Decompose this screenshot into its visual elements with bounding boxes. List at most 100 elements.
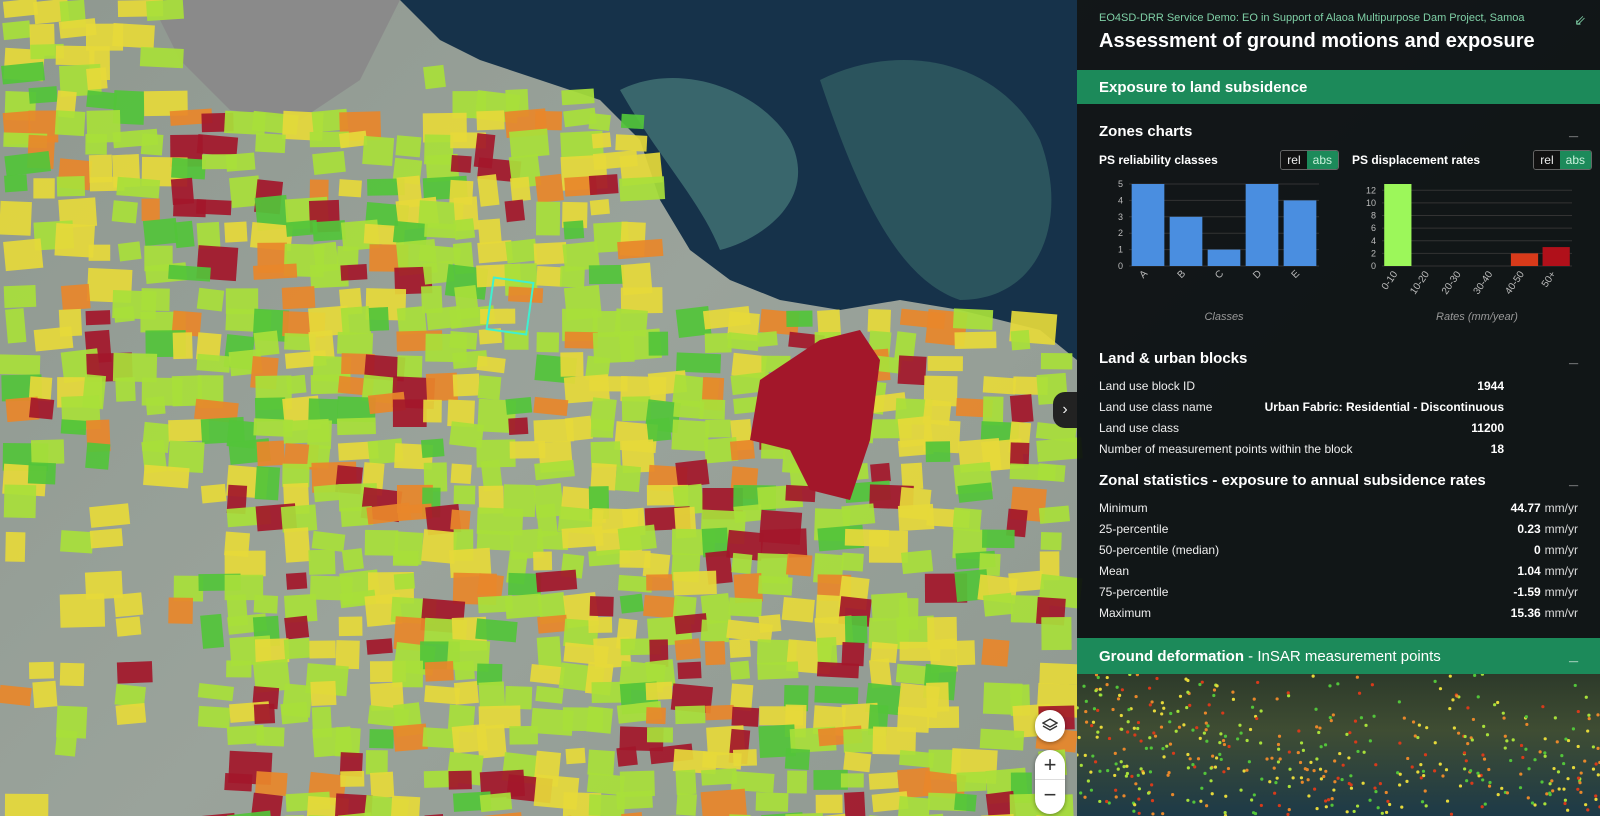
- land-use-block[interactable]: [589, 376, 628, 392]
- land-use-block[interactable]: [816, 661, 860, 679]
- land-use-block[interactable]: [173, 575, 204, 602]
- land-use-block[interactable]: [453, 485, 476, 505]
- land-use-block[interactable]: [564, 175, 598, 197]
- land-use-block[interactable]: [2, 0, 39, 18]
- land-use-block[interactable]: [425, 372, 458, 402]
- land-use-block[interactable]: [422, 260, 455, 285]
- land-use-block[interactable]: [478, 485, 504, 514]
- land-use-block[interactable]: [535, 110, 563, 131]
- land-use-block[interactable]: [616, 790, 653, 810]
- land-use-block[interactable]: [480, 459, 503, 492]
- land-use-block[interactable]: [0, 684, 32, 707]
- land-use-block[interactable]: [2, 20, 32, 41]
- land-use-block[interactable]: [309, 263, 349, 289]
- land-use-block[interactable]: [867, 308, 892, 333]
- land-use-block[interactable]: [336, 417, 376, 436]
- land-use-block[interactable]: [985, 790, 1017, 816]
- land-use-block[interactable]: [334, 727, 361, 758]
- land-use-block[interactable]: [60, 419, 87, 435]
- land-use-block[interactable]: [283, 527, 311, 563]
- land-use-block[interactable]: [785, 553, 813, 577]
- land-use-block[interactable]: [196, 134, 239, 157]
- land-use-block[interactable]: [620, 113, 645, 130]
- land-use-block[interactable]: [284, 615, 310, 640]
- land-use-block[interactable]: [816, 637, 838, 667]
- land-use-block[interactable]: [54, 222, 96, 258]
- land-use-block[interactable]: [868, 658, 892, 689]
- land-use-block[interactable]: [729, 683, 754, 712]
- land-use-block[interactable]: [113, 592, 144, 618]
- land-use-block[interactable]: [586, 706, 614, 734]
- land-use-block[interactable]: [256, 726, 285, 747]
- land-use-block[interactable]: [537, 614, 568, 634]
- land-use-block[interactable]: [562, 241, 600, 272]
- land-use-block[interactable]: [952, 528, 988, 560]
- land-use-block[interactable]: [536, 265, 563, 287]
- land-use-block[interactable]: [143, 464, 190, 489]
- land-use-block[interactable]: [168, 597, 194, 624]
- land-use-block[interactable]: [421, 529, 458, 564]
- land-use-block[interactable]: [285, 572, 308, 590]
- land-use-block[interactable]: [674, 613, 708, 635]
- land-use-block[interactable]: [616, 746, 638, 767]
- land-use-block[interactable]: [200, 483, 227, 504]
- land-use-block[interactable]: [84, 570, 123, 600]
- land-use-block[interactable]: [1040, 352, 1073, 370]
- land-use-block[interactable]: [143, 90, 188, 117]
- land-use-block[interactable]: [334, 793, 373, 816]
- land-use-block[interactable]: [927, 706, 960, 729]
- land-use-block[interactable]: [675, 769, 697, 795]
- land-use-block[interactable]: [590, 441, 621, 468]
- land-use-block[interactable]: [897, 795, 931, 816]
- land-use-block[interactable]: [254, 638, 290, 664]
- bar[interactable]: [1245, 184, 1279, 266]
- land-use-block[interactable]: [588, 112, 611, 131]
- land-use-block[interactable]: [478, 681, 506, 710]
- land-use-block[interactable]: [393, 572, 415, 590]
- land-use-block[interactable]: [89, 528, 124, 549]
- land-use-block[interactable]: [648, 331, 669, 356]
- land-use-block[interactable]: [85, 310, 111, 326]
- panel-collapse-button[interactable]: ›: [1053, 392, 1077, 428]
- land-use-block[interactable]: [28, 661, 55, 679]
- land-use-block[interactable]: [224, 221, 248, 243]
- land-use-block[interactable]: [255, 133, 286, 154]
- land-use-block[interactable]: [559, 265, 585, 288]
- land-use-block[interactable]: [844, 615, 868, 644]
- land-use-block[interactable]: [142, 217, 179, 247]
- land-use-block[interactable]: [621, 812, 644, 816]
- land-use-block[interactable]: [310, 680, 337, 706]
- land-use-block[interactable]: [29, 397, 55, 420]
- land-use-block[interactable]: [362, 135, 395, 167]
- land-use-block[interactable]: [311, 108, 349, 133]
- land-use-block[interactable]: [929, 638, 958, 674]
- land-use-block[interactable]: [3, 238, 44, 272]
- land-use-block[interactable]: [4, 151, 51, 177]
- land-use-block[interactable]: [5, 531, 26, 562]
- land-use-block[interactable]: [922, 770, 967, 801]
- land-use-block[interactable]: [508, 417, 529, 436]
- land-use-block[interactable]: [844, 791, 866, 816]
- land-use-block[interactable]: [88, 244, 111, 261]
- land-use-block[interactable]: [1009, 394, 1034, 424]
- land-use-block[interactable]: [533, 418, 575, 444]
- land-use-block[interactable]: [614, 308, 648, 337]
- land-use-block[interactable]: [425, 153, 460, 183]
- land-use-block[interactable]: [253, 594, 279, 614]
- land-use-block[interactable]: [280, 504, 318, 533]
- collapse-zonal-stats-button[interactable]: _: [1569, 471, 1578, 488]
- bar[interactable]: [1169, 216, 1203, 266]
- land-use-block[interactable]: [509, 440, 546, 459]
- land-use-block[interactable]: [396, 355, 423, 378]
- land-use-block[interactable]: [280, 701, 309, 725]
- land-use-block[interactable]: [1009, 442, 1030, 466]
- land-use-block[interactable]: [392, 660, 424, 688]
- land-use-block[interactable]: [478, 705, 521, 729]
- land-use-block[interactable]: [27, 462, 56, 485]
- land-use-block[interactable]: [338, 130, 368, 149]
- land-use-block[interactable]: [450, 463, 472, 484]
- land-use-block[interactable]: [285, 219, 318, 237]
- land-use-blocks[interactable]: [0, 0, 1083, 816]
- land-use-block[interactable]: [340, 770, 365, 787]
- land-use-block[interactable]: [588, 616, 613, 634]
